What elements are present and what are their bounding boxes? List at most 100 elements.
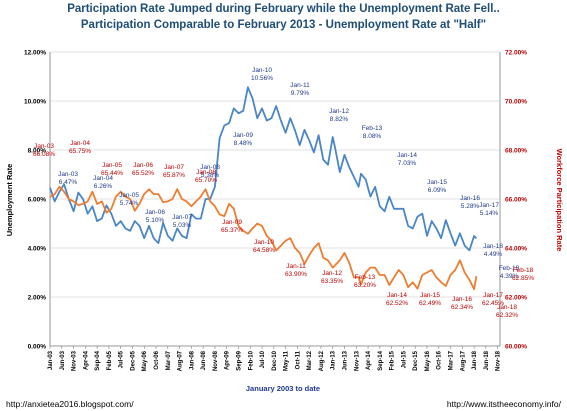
participation-annotation-value: 65.87%	[163, 172, 185, 179]
y-left-tick-label: 10.00%	[24, 99, 46, 106]
participation-annotation-value: 62.49%	[419, 300, 441, 307]
participation-annotation-label: Jan-17	[483, 292, 503, 299]
x-tick-label: Feb-05	[107, 350, 113, 370]
y-right-tick-label: 72.00%	[505, 50, 527, 57]
unemployment-annotation-label: Jan-03	[58, 171, 78, 178]
participation-annotation-value: 65.75%	[69, 148, 91, 155]
unemployment-annotation-value: 5.38%	[201, 172, 220, 179]
y-right-tick-label: 64.00%	[505, 246, 527, 253]
participation-annotation-value: 62.34%	[451, 304, 473, 311]
x-tick-label: Aug-07	[178, 350, 184, 371]
unemployment-annotation-value: 4.49%	[484, 251, 503, 258]
participation-annotation-value: 63.90%	[285, 271, 307, 278]
x-tick-label: Nov-18	[496, 350, 502, 371]
x-tick-label: Nov-13	[354, 350, 360, 371]
unemployment-annotation-value: 6.47%	[59, 179, 78, 186]
x-tick-label: May-16	[425, 350, 431, 371]
participation-annotation-value: 62.45%	[482, 300, 504, 307]
participation-annotation-label: Jan-04	[70, 140, 90, 147]
unemployment-annotation-label: Feb-13	[362, 125, 383, 132]
participation-annotation-value: 62.32%	[496, 312, 518, 319]
y-left-tick-label: 0.00%	[28, 344, 47, 351]
x-tick-label: May-11	[284, 350, 290, 371]
x-tick-label: Apr-14	[366, 350, 372, 370]
y-right-tick-label: 60.00%	[505, 344, 527, 351]
unemployment-annotation-label: Jan-17	[479, 202, 499, 209]
unemployment-annotation-label: Jan-09	[233, 132, 253, 139]
footer-left-url[interactable]: http://anxietea2016.blogspot.com/	[6, 399, 134, 409]
participation-annotation-label: Jan-18	[497, 304, 517, 311]
x-tick-label: Apr-09	[225, 350, 231, 370]
participation-rate-line	[49, 185, 478, 291]
unemployment-annotation-value: 5.03%	[173, 222, 192, 229]
x-tick-label: May-06	[142, 350, 148, 371]
participation-annotation-label: Jan-16	[452, 296, 472, 303]
unemployment-rate-line	[49, 86, 478, 252]
participation-annotation-value: 65.44%	[101, 170, 123, 177]
y-right-tick-label: 62.00%	[505, 295, 527, 302]
x-tick-label: Jan-08	[189, 350, 195, 370]
unemployment-annotation-value: 8.48%	[234, 140, 253, 147]
unemployment-annotation-value: 5.10%	[146, 217, 165, 224]
x-tick-label: Apr-04	[83, 350, 89, 370]
x-tick-label: Sep-04	[95, 350, 101, 370]
footer-right-url[interactable]: http://www.itstheeconomy.info/	[446, 399, 561, 409]
x-tick-label: Jun-13	[343, 350, 349, 370]
x-tick-label: Feb-10	[248, 350, 254, 370]
unemployment-annotation-value: 9.79%	[291, 90, 310, 97]
unemployment-annotation-value: 5.28%	[461, 203, 480, 210]
x-tick-label: Aug-17	[460, 350, 466, 371]
x-tick-label: Jul-05	[119, 350, 125, 368]
x-tick-label: Jan-18	[472, 350, 478, 370]
x-tick-label: Jun-18	[484, 350, 490, 370]
participation-annotation-value: 63.35%	[321, 278, 343, 285]
participation-annotation-label: Jan-12	[322, 270, 342, 277]
unemployment-annotation-value: 5.14%	[480, 210, 499, 217]
unemployment-annotation-label: Jan-15	[427, 179, 447, 186]
unemployment-annotation-label: Jan-06	[145, 209, 165, 216]
x-tick-label: Mar-12	[307, 350, 313, 370]
participation-annotation-label: Jan-14	[387, 292, 407, 299]
x-tick-label: Sep-09	[236, 350, 242, 370]
chart-title: Participation Rate Jumped during Februar…	[67, 3, 500, 15]
y-left-axis-title: Unemployment Rate	[5, 164, 14, 237]
x-tick-label: Jan-13	[331, 350, 337, 370]
x-tick-label: Nov-03	[72, 350, 78, 371]
x-tick-label: Jun-08	[201, 350, 207, 370]
x-tick-label: Dec-05	[130, 350, 136, 370]
unemployment-annotation-label: Jan-08	[200, 164, 220, 171]
participation-annotation-label: Jan-10	[254, 239, 274, 246]
x-tick-label: Dec-10	[272, 350, 278, 370]
unemployment-annotation-label: Jan-04	[93, 175, 113, 182]
x-tick-label: Oct-06	[154, 350, 160, 369]
unemployment-annotation-label: Jan-14	[397, 152, 417, 159]
unemployment-annotation-label: Feb-18	[499, 265, 520, 272]
participation-annotation-value: 63.20%	[354, 282, 376, 289]
unemployment-annotation-value: 8.82%	[330, 116, 349, 123]
unemployment-annotation-label: Jan-16	[460, 195, 480, 202]
participation-annotation-value: 65.70%	[195, 177, 217, 184]
unemployment-annotation-label: Jan-18	[483, 243, 503, 250]
unemployment-annotation-label: Jan-05	[119, 192, 139, 199]
participation-annotation-label: Jan-15	[420, 292, 440, 299]
x-tick-label: Mar-07	[166, 350, 172, 370]
y-right-axis-title: Workforce Participation Rate	[555, 149, 564, 252]
participation-annotation-label: Jan-06	[133, 162, 153, 169]
x-tick-label: Dec-15	[413, 350, 419, 370]
y-right-tick-label: 70.00%	[505, 99, 527, 106]
unemployment-annotation-label: Jan-07	[172, 214, 192, 221]
x-tick-label: Aug-12	[319, 350, 325, 371]
unemployment-annotation-label: Jan-10	[252, 67, 272, 74]
participation-annotation-value: 65.52%	[132, 170, 154, 177]
y-right-tick-label: 68.00%	[505, 148, 527, 155]
participation-annotation-value: 62.85%	[512, 275, 534, 282]
x-tick-label: Oct-16	[437, 350, 443, 369]
unemployment-annotation-label: Jan-12	[329, 108, 349, 115]
participation-annotation-value: 66.08%	[33, 151, 55, 158]
participation-annotation-label: Feb-13	[355, 274, 376, 281]
unemployment-annotation-value: 7.03%	[398, 160, 417, 167]
unemployment-annotation-value: 8.08%	[363, 133, 382, 140]
participation-annotation-value: 62.52%	[386, 300, 408, 307]
y-left-tick-label: 2.00%	[28, 295, 47, 302]
